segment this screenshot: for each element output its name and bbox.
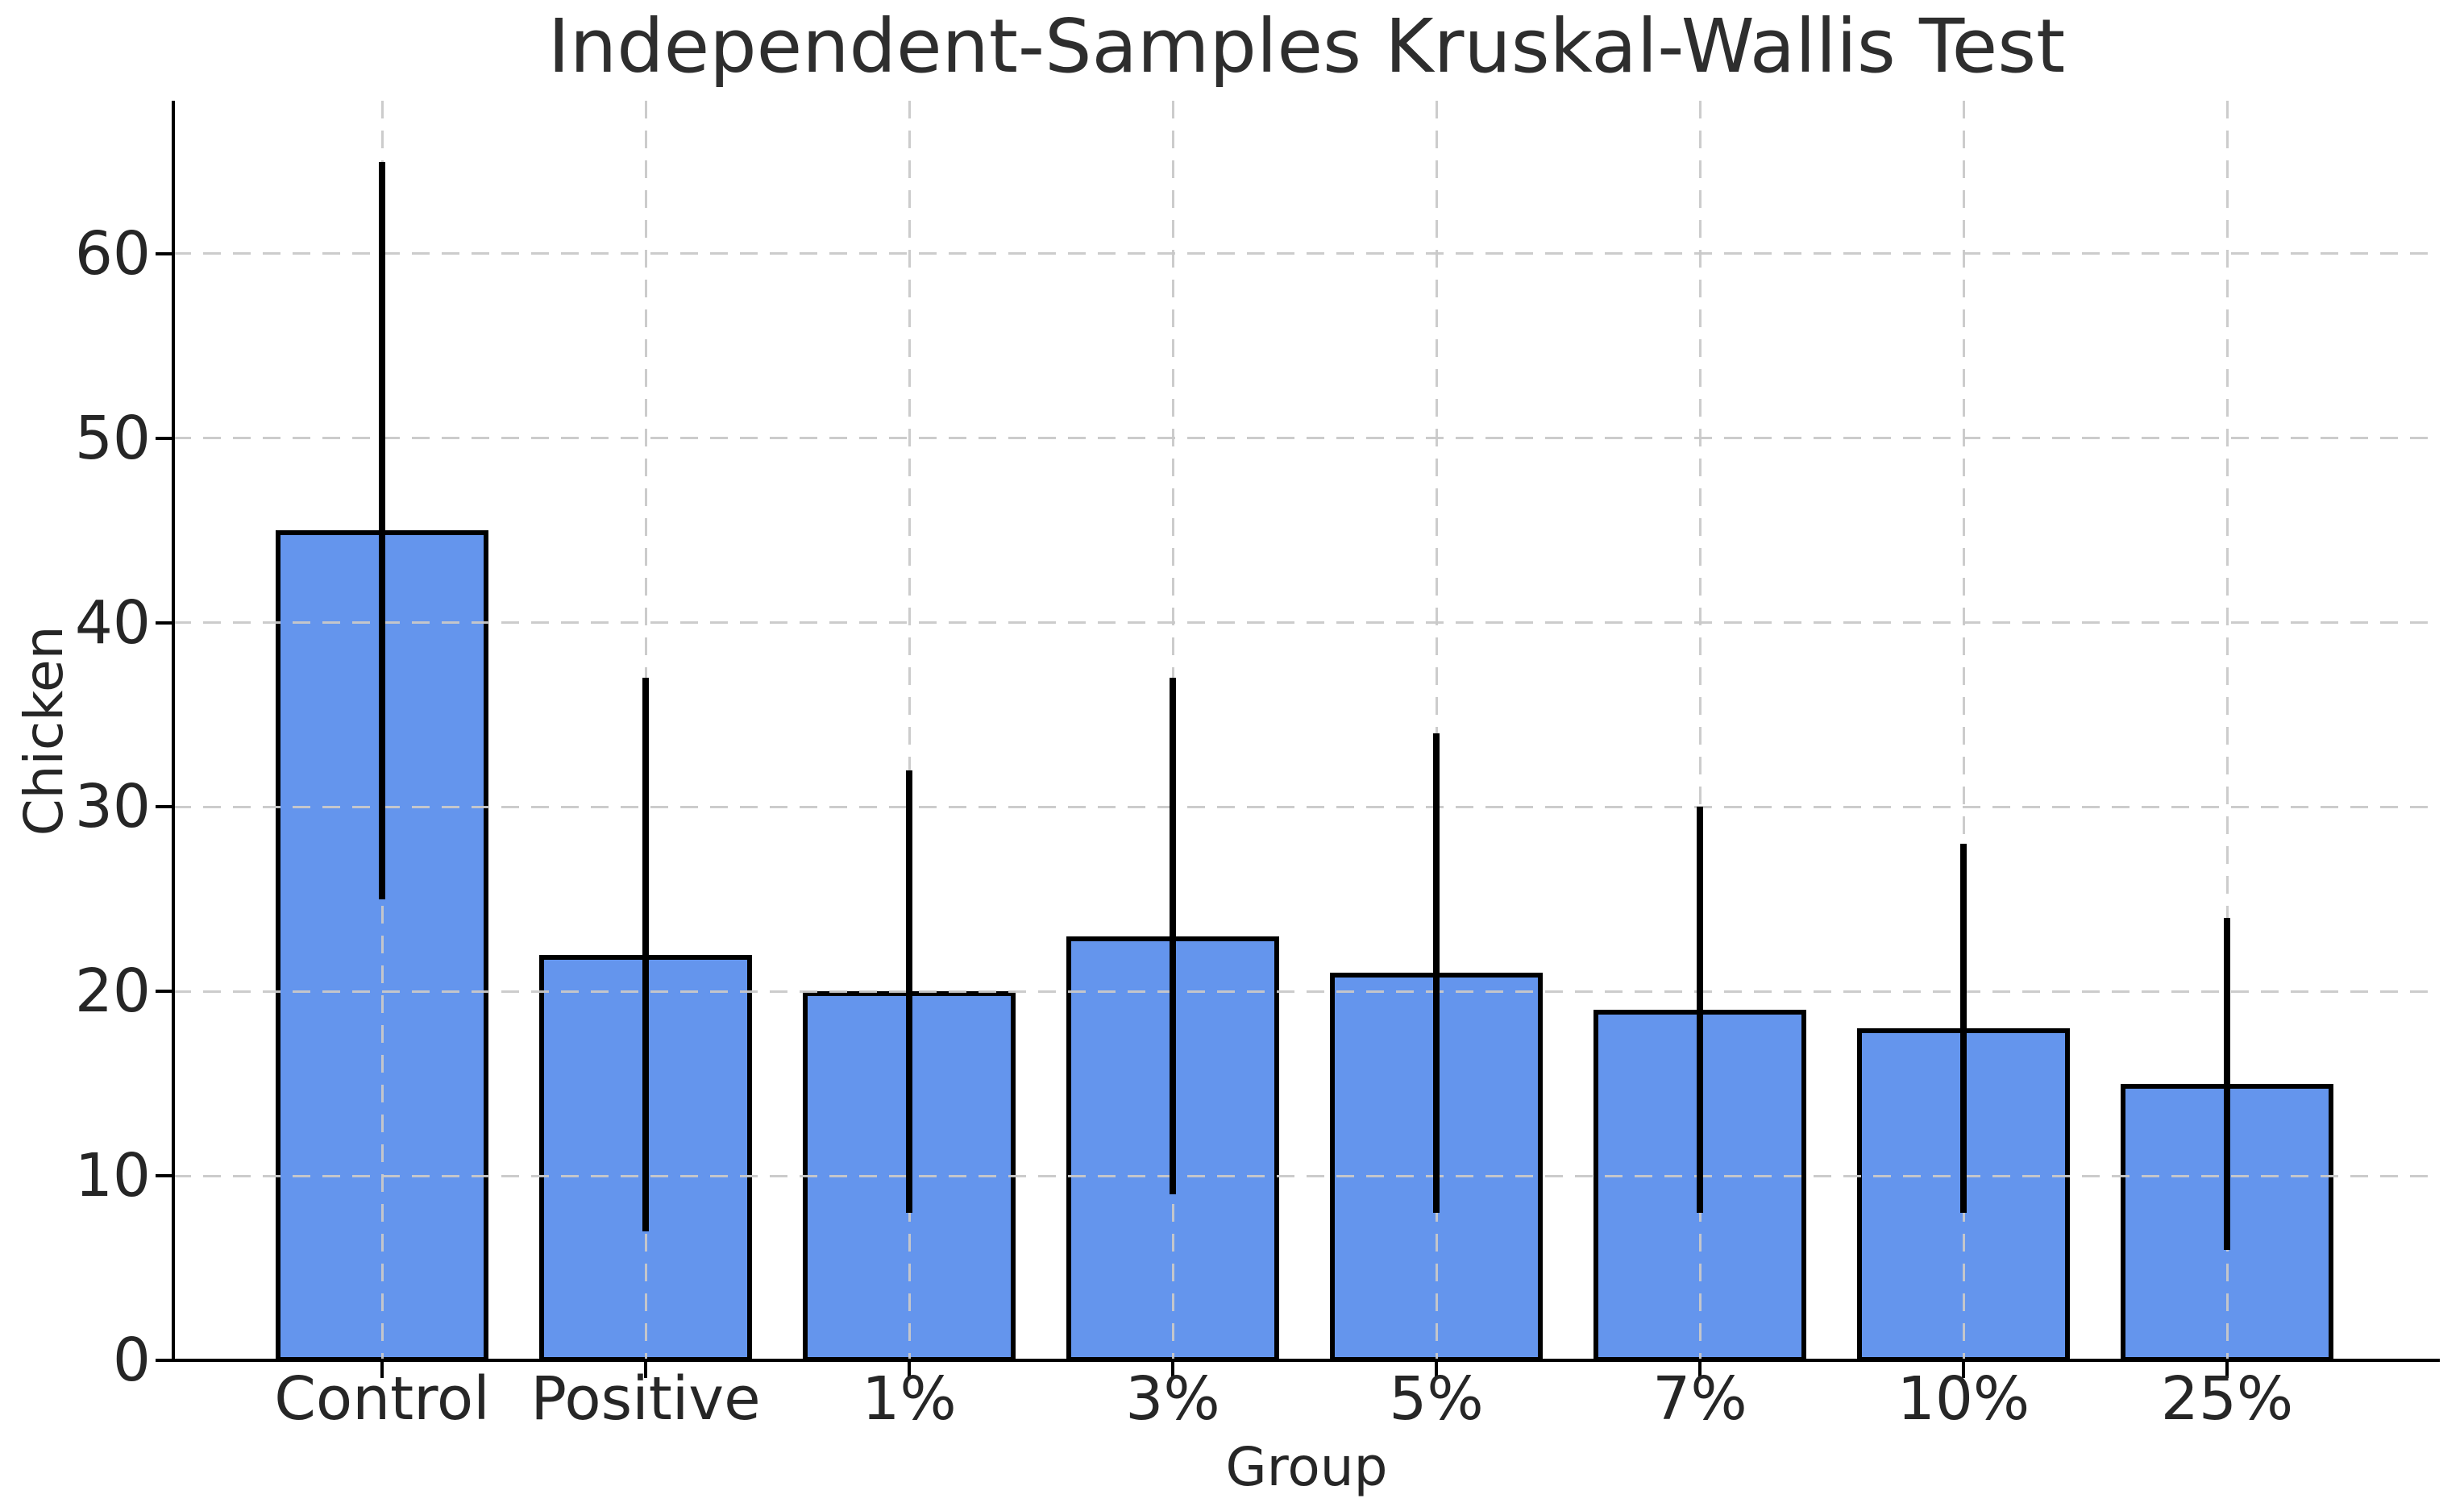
y-tick-mark [156,990,172,994]
x-tick-label: 1% [862,1364,957,1434]
x-tick-mark [1698,1362,1702,1378]
x-tick-mark [1171,1362,1174,1378]
y-tick-mark [156,1174,172,1178]
h-gridline [173,990,2440,993]
x-tick-mark [380,1362,384,1378]
x-axis-label: Group [1225,1436,1388,1498]
v-gridline [1698,101,1702,1360]
error-bar [1960,844,1967,1213]
y-tick-mark [156,621,172,625]
x-tick-label: 7% [1652,1364,1747,1434]
y-tick-label: 20 [74,957,151,1027]
y-tick-mark [156,436,172,440]
error-bar [1697,807,1703,1213]
y-tick-label: 40 [74,587,151,658]
x-tick-label: 5% [1389,1364,1484,1434]
h-gridline [173,252,2440,255]
x-tick-label: Positive [530,1364,761,1434]
h-gridline [173,1174,2440,1177]
y-tick-label: 60 [74,218,151,289]
error-bar [642,678,649,1231]
x-tick-label: 10% [1897,1364,2030,1434]
v-gridline [1435,101,1438,1360]
v-gridline [1962,101,1965,1360]
h-gridline [173,621,2440,625]
y-tick-mark [156,805,172,809]
y-tick-label: 50 [74,403,151,473]
v-gridline [2225,101,2229,1360]
x-tick-mark [644,1362,647,1378]
y-axis-spine [172,101,175,1362]
x-tick-mark [908,1362,911,1378]
y-tick-label: 10 [74,1141,151,1211]
y-tick-mark [156,1359,172,1362]
y-tick-mark [156,251,172,255]
error-bar [1433,733,1440,1213]
x-tick-label: 25% [2160,1364,2294,1434]
error-bar [379,161,385,899]
x-tick-mark [1435,1362,1438,1378]
x-axis-spine [172,1359,2440,1362]
y-tick-label: 0 [112,1326,151,1395]
x-tick-label: Control [274,1364,490,1434]
h-gridline [173,437,2440,440]
x-tick-mark [1962,1362,1965,1378]
v-gridline [908,101,911,1360]
x-tick-mark [2225,1362,2229,1378]
y-tick-label: 30 [74,772,151,842]
error-bar [2224,917,2230,1250]
error-bar [906,770,912,1213]
chart-title: Independent-Samples Kruskal-Wallis Test [547,3,2066,89]
h-gridline [173,805,2440,808]
error-bar [1170,678,1176,1195]
x-tick-label: 3% [1125,1364,1220,1434]
